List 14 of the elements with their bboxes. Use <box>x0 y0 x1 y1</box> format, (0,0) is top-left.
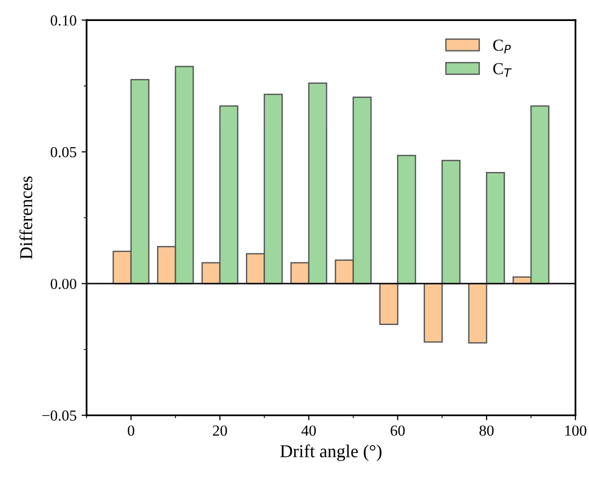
x-tick-label: 40 <box>301 425 316 436</box>
x-tick-label: 0 <box>128 425 134 436</box>
x-tick-label: 60 <box>390 425 405 436</box>
x-tick-label: 20 <box>212 425 227 436</box>
y-tick-label: 0.00 <box>50 278 76 290</box>
x-tick-label: 100 <box>565 425 586 436</box>
y-tick-label: 0.10 <box>50 15 76 26</box>
x-axis-title: Drift angle (°) <box>280 444 382 462</box>
legend-label: C$_{T}$ <box>493 63 512 77</box>
y-tick-label: 0.05 <box>50 146 76 158</box>
y-tick-label: −0.05 <box>42 410 76 421</box>
x-tick-label: 80 <box>480 425 494 436</box>
y-axis-title: Differences <box>19 176 32 260</box>
legend-label: C$_{P}$ <box>493 40 511 54</box>
